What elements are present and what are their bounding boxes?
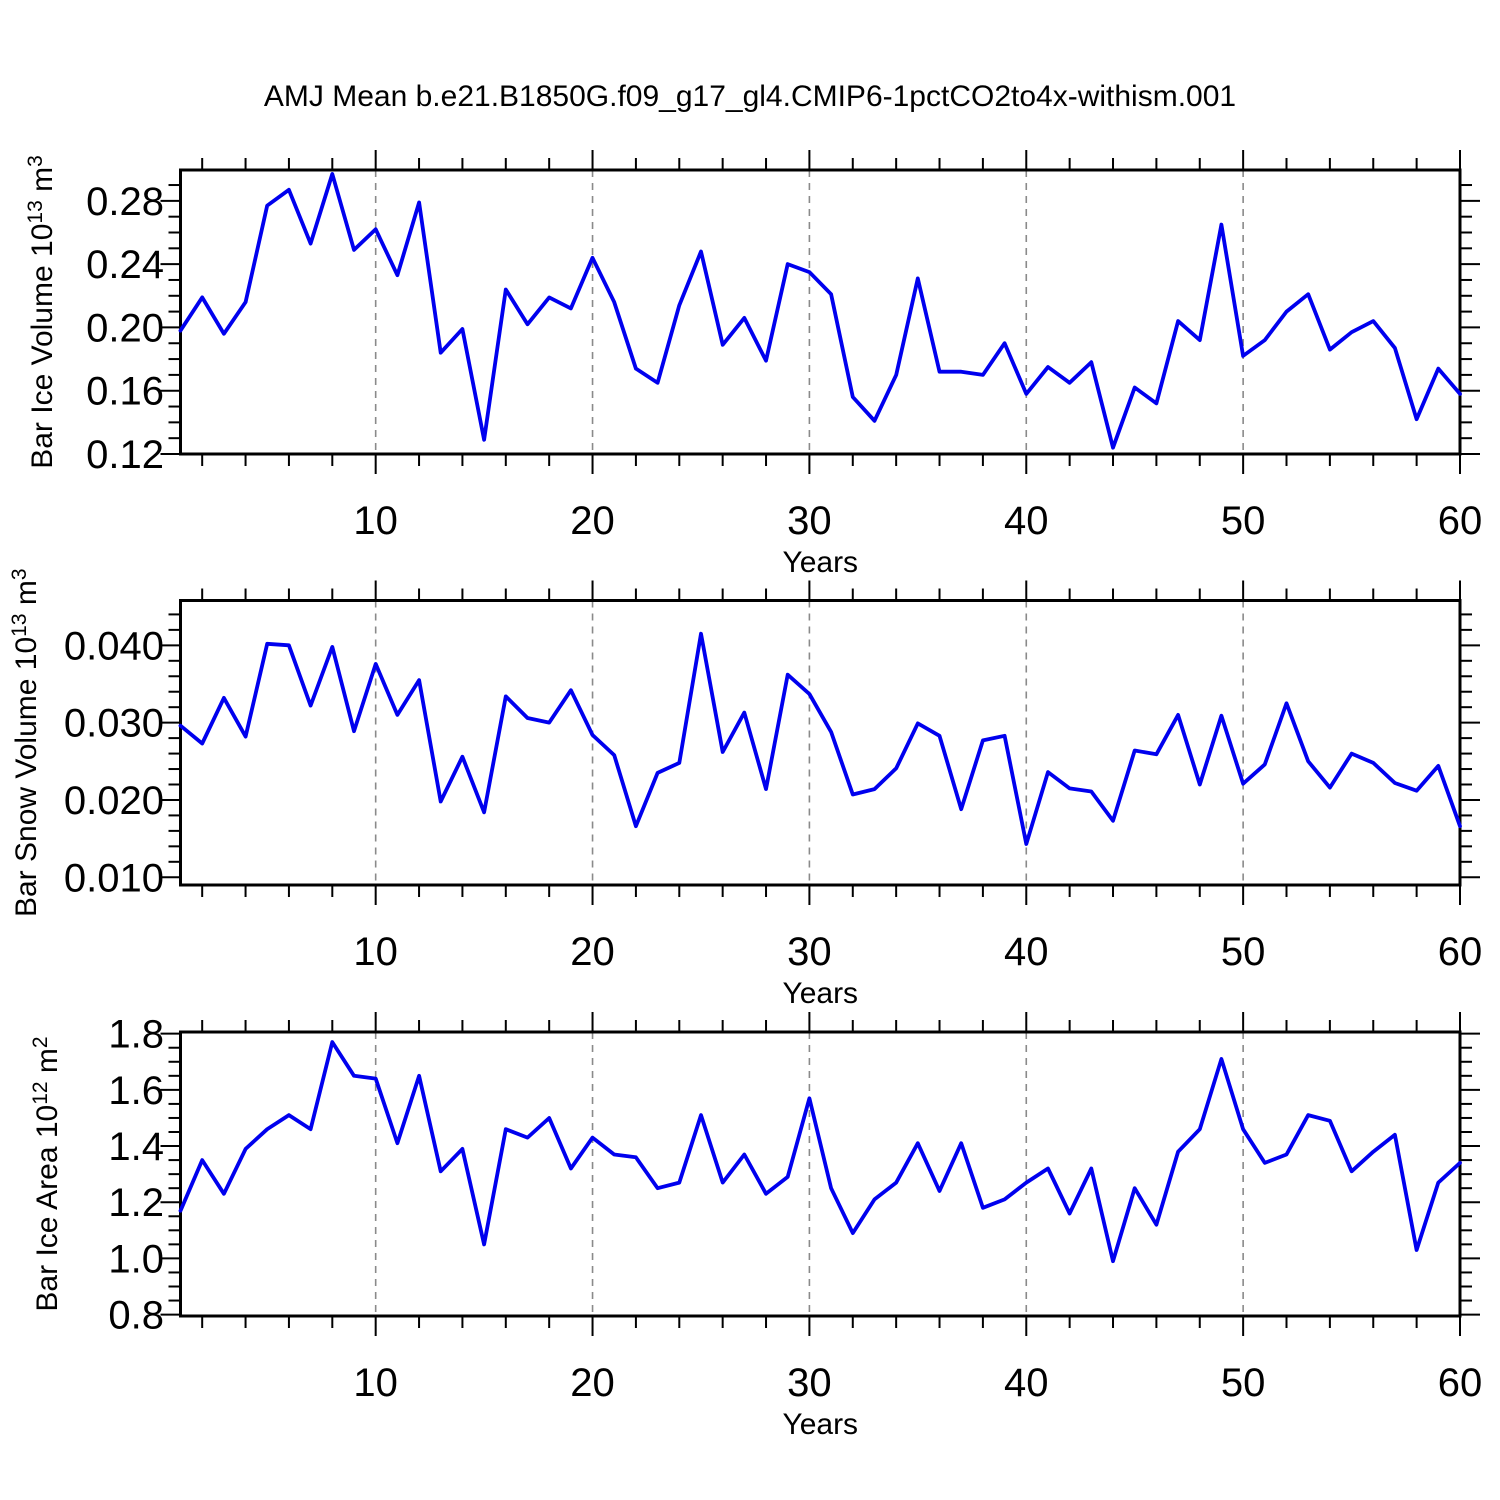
x-axis-title: Years — [782, 977, 858, 1010]
x-tick-label: 30 — [787, 1361, 832, 1405]
y-title-text: m — [31, 1048, 64, 1081]
y-title-text: m — [26, 167, 59, 200]
x-tick-label: 40 — [1004, 499, 1049, 543]
data-line — [178, 1040, 1462, 1264]
y-axis-title: Bar Snow Volume 1013 m3 — [8, 568, 43, 917]
y-tick-label: 0.16 — [86, 370, 164, 414]
y-title-superscript: 3 — [8, 568, 31, 580]
x-axis-title: Years — [782, 546, 858, 579]
y-tick-label: 0.20 — [86, 306, 164, 350]
y-tick-label: 1.0 — [108, 1237, 164, 1281]
y-tick-label: 1.6 — [108, 1069, 164, 1113]
x-tick-label: 50 — [1221, 930, 1266, 974]
x-axis-title: Years — [782, 1408, 858, 1441]
x-tick-label: 40 — [1004, 930, 1049, 974]
plot-frame — [179, 599, 1462, 887]
y-tick-label: 0.24 — [86, 243, 164, 287]
x-tick-label: 30 — [787, 930, 832, 974]
y-tick-label: 0.12 — [86, 433, 164, 477]
plot-frame — [179, 1030, 1462, 1318]
data-line — [178, 172, 1462, 450]
panel-bar-ice-area: 0.8 1.0 1.2 1.4 1.6 1.8 10 20 30 40 50 60 Years Bar I… — [29, 1012, 1482, 1441]
panel-bar-snow-volume: 0.010 0.020 0.030 0.040 10 20 30 40 50 60 Years Bar… — [8, 568, 1482, 1010]
x-tick-label: 60 — [1438, 499, 1483, 543]
y-axis-title: Bar Ice Volume 1013 m3 — [24, 155, 59, 469]
y-title-superscript: 13 — [24, 200, 47, 223]
x-tick-label: 50 — [1221, 499, 1266, 543]
x-tick-label: 10 — [353, 930, 398, 974]
x-tick-label: 10 — [353, 499, 398, 543]
plot-frame — [179, 168, 1462, 456]
x-tick-label: 60 — [1438, 930, 1483, 974]
x-tick-label: 60 — [1438, 1361, 1483, 1405]
y-tick-label: 1.8 — [108, 1013, 164, 1057]
x-tick-label: 20 — [570, 499, 615, 543]
x-tick-label: 20 — [570, 1361, 615, 1405]
y-title-superscript: 13 — [8, 613, 31, 636]
y-tick-label: 0.8 — [108, 1294, 164, 1338]
y-title-text: Bar Snow Volume 10 — [10, 637, 43, 917]
y-tick-label: 1.2 — [108, 1181, 164, 1225]
y-title-superscript: 2 — [29, 1036, 52, 1048]
y-tick-label: 0.010 — [64, 856, 164, 900]
y-title-superscript: 12 — [29, 1081, 52, 1104]
y-tick-label: 0.020 — [64, 779, 164, 823]
y-title-text: Bar Ice Volume 10 — [26, 224, 59, 469]
y-tick-label: 0.28 — [86, 180, 164, 224]
x-tick-label: 20 — [570, 930, 615, 974]
chart-title: AMJ Mean b.e21.B1850G.f09_g17_gl4.CMIP6-… — [263, 80, 1237, 113]
y-title-text: m — [10, 580, 43, 613]
y-tick-label: 1.4 — [108, 1125, 164, 1169]
data-line — [178, 631, 1462, 846]
panel-bar-ice-volume: 0.12 0.16 0.20 0.24 0.28 10 20 30 40 50 60 Years Bar… — [24, 150, 1482, 579]
x-tick-label: 30 — [787, 499, 832, 543]
x-tick-label: 50 — [1221, 1361, 1266, 1405]
y-axis-title: Bar Ice Area 1012 m2 — [29, 1036, 64, 1311]
x-tick-label: 10 — [353, 1361, 398, 1405]
y-tick-label: 0.030 — [64, 702, 164, 746]
y-tick-label: 0.040 — [64, 624, 164, 668]
y-title-text: Bar Ice Area 10 — [31, 1105, 64, 1312]
x-tick-label: 40 — [1004, 1361, 1049, 1405]
y-title-superscript: 3 — [24, 155, 47, 167]
